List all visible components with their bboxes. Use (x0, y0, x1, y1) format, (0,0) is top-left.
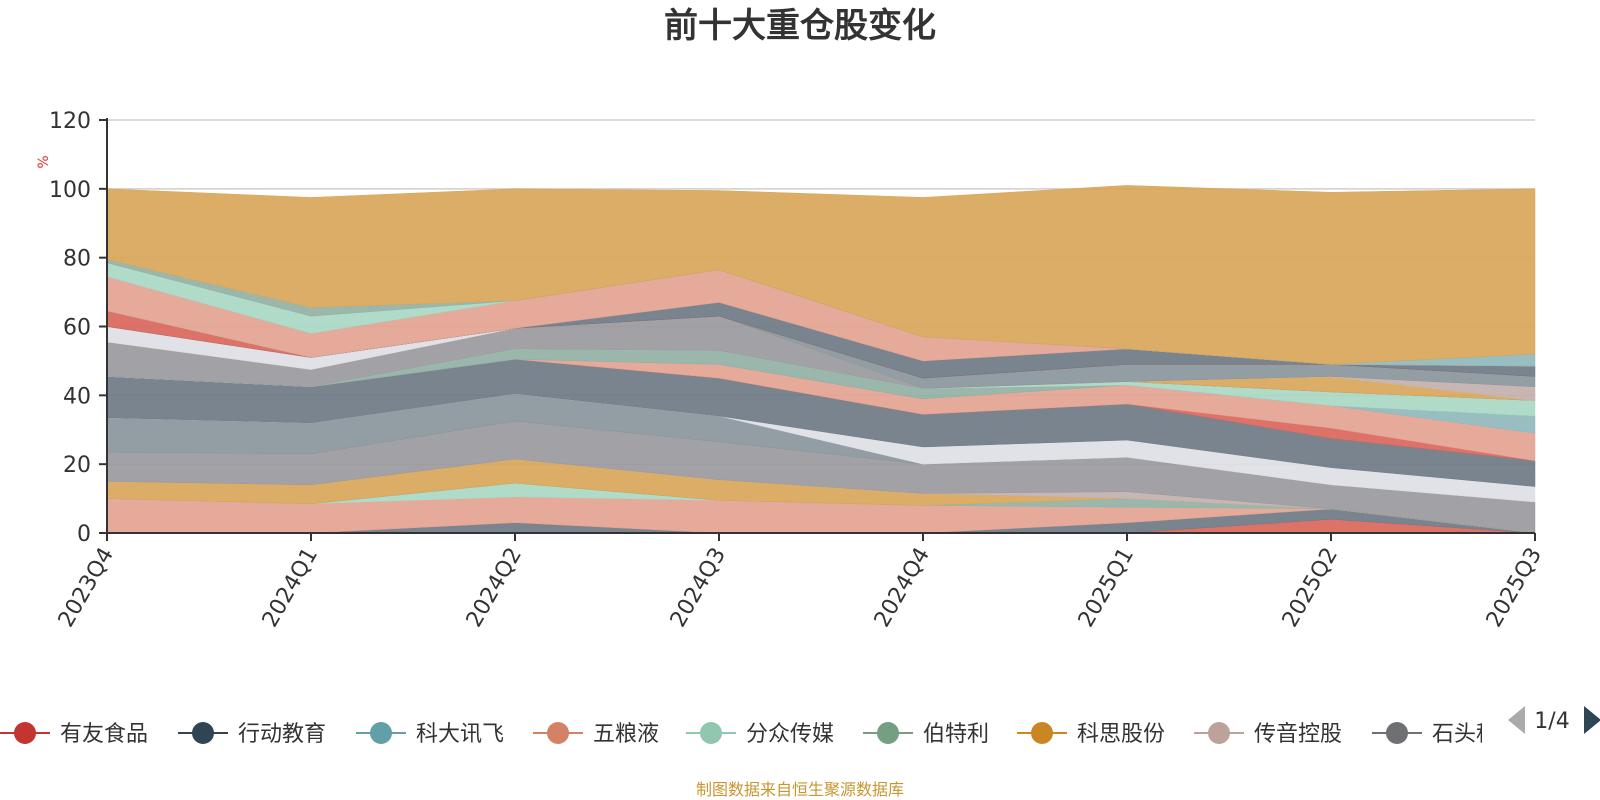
x-axis-labels: 2023Q4 2024Q1 2024Q2 2024Q3 2024Q4 2025Q1 2025… (54, 544, 1547, 632)
x-tick-label: 2025Q3 (1482, 544, 1547, 632)
legend-label: 行动教育 (238, 722, 326, 747)
legend-items: 有友食品 行动教育 科大讯飞 五粮液 分众传媒 伯特利 科思股份 传音控股 石头科技 (0, 722, 1520, 747)
x-tick-label: 2023Q4 (54, 544, 119, 632)
legend-item[interactable]: 行动教育 (178, 722, 326, 747)
pager-next-icon[interactable] (1584, 706, 1600, 734)
legend-label: 科大讯飞 (416, 722, 504, 747)
legend-item[interactable]: 有友食品 (0, 722, 148, 747)
y-tick-label: 60 (63, 316, 91, 341)
legend-label: 分众传媒 (746, 722, 834, 747)
legend-label: 有友食品 (60, 722, 148, 747)
legend-item[interactable]: 科思股份 (1017, 722, 1165, 747)
y-tick-label: 40 (63, 384, 91, 409)
area-layers (106, 185, 1536, 534)
x-tick-label: 2024Q1 (258, 544, 323, 632)
legend-item[interactable]: 五粮液 (533, 722, 659, 747)
legend-pager: 1/4 (1508, 706, 1600, 734)
legend-label: 五粮液 (593, 722, 659, 747)
y-tick-label: 120 (49, 109, 91, 134)
legend-label: 伯特利 (923, 722, 989, 747)
x-tick-label: 2025Q1 (1074, 544, 1139, 632)
legend-marker-icon (1386, 722, 1408, 744)
y-tick-label: 100 (49, 178, 91, 203)
data-source-note: 制图数据来自恒生聚源数据库 (696, 780, 904, 799)
pager-prev-icon[interactable] (1508, 706, 1525, 734)
legend-marker-icon (370, 722, 392, 744)
y-tick-label: 80 (63, 247, 91, 272)
legend-label: 石头科技 (1432, 722, 1520, 747)
legend-item[interactable]: 石头科技 (1372, 722, 1520, 747)
legend-item[interactable]: 传音控股 (1194, 722, 1342, 747)
legend-item[interactable]: 科大讯飞 (356, 722, 504, 747)
x-tick-label: 2024Q3 (666, 544, 731, 632)
y-tick-label: 20 (63, 453, 91, 478)
y-axis-labels: 0 20 40 60 80 100 120 (49, 109, 91, 547)
legend-item[interactable]: 伯特利 (863, 722, 989, 747)
legend-label: 科思股份 (1077, 722, 1165, 747)
area-layer-28 (106, 185, 1536, 365)
legend: 有友食品 行动教育 科大讯飞 五粮液 分众传媒 伯特利 科思股份 传音控股 石头科技 (0, 722, 1520, 747)
axes (99, 118, 1536, 541)
y-tick-label: 0 (77, 522, 91, 547)
legend-marker-icon (877, 722, 899, 744)
legend-marker-icon (1031, 722, 1053, 744)
legend-marker-icon (700, 722, 722, 744)
legend-label: 传音控股 (1254, 722, 1342, 747)
legend-marker-icon (547, 722, 569, 744)
legend-marker-icon (14, 722, 36, 744)
y-axis-unit: % (36, 155, 52, 168)
legend-marker-icon (1208, 722, 1230, 744)
legend-marker-icon (192, 722, 214, 744)
pager-label: 1/4 (1534, 709, 1569, 734)
x-tick-label: 2024Q4 (870, 544, 935, 632)
legend-item[interactable]: 分众传媒 (686, 722, 834, 747)
x-tick-label: 2025Q2 (1278, 544, 1343, 632)
chart-title: 前十大重仓股变化 (664, 6, 936, 46)
x-tick-label: 2024Q2 (462, 544, 527, 632)
